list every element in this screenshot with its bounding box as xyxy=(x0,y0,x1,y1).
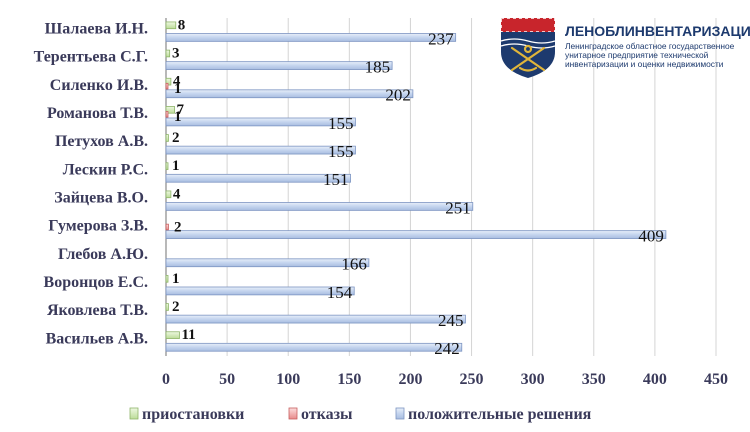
bar-suspensions xyxy=(165,162,169,170)
x-tick-label: 150 xyxy=(337,371,361,388)
data-label-positive: 251 xyxy=(445,198,471,217)
bar-positive xyxy=(165,286,355,296)
bar-suspensions xyxy=(165,190,172,199)
bar-positive xyxy=(165,173,351,183)
bar-suspensions xyxy=(165,21,177,30)
data-label-suspensions: 3 xyxy=(172,45,180,61)
logo: ЛЕНОБЛИНВЕНТАРИЗАЦИЯ Ленинградское облас… xyxy=(500,17,750,78)
value-labels: 2378185320241155711552151125144092166154… xyxy=(172,17,664,358)
category-label: Шалаева И.Н. xyxy=(45,20,148,37)
x-tick-label: 100 xyxy=(276,371,300,388)
legend-label-suspensions: приостановки xyxy=(142,406,244,423)
category-label: Петухов А.В. xyxy=(55,133,148,150)
bar-refusals xyxy=(165,111,169,118)
data-label-positive: 409 xyxy=(638,227,664,246)
bars xyxy=(165,21,667,352)
data-label-positive: 154 xyxy=(327,283,353,302)
bar-positive xyxy=(165,117,356,127)
x-tick-label: 300 xyxy=(521,371,545,388)
data-label-refusals: 2 xyxy=(174,220,182,236)
category-label: Глебов А.Ю. xyxy=(58,246,148,263)
category-label: Терентьева С.Г. xyxy=(34,49,148,66)
x-tick-label: 0 xyxy=(162,371,170,388)
x-tick-label: 450 xyxy=(704,371,728,388)
logo-subtitle-line: Ленинградское областное государственное xyxy=(565,41,735,51)
data-label-positive: 242 xyxy=(434,339,460,358)
data-label-positive: 202 xyxy=(385,86,411,105)
bar-refusals xyxy=(165,223,169,231)
data-label-suspensions: 1 xyxy=(172,158,180,174)
bar-positive xyxy=(165,61,393,70)
category-label: Зайцева В.О. xyxy=(54,189,148,206)
leningrad-oblast-coat-of-arms-icon xyxy=(500,17,556,78)
logo-subtitle-line: унитарное предприятие технической xyxy=(565,50,709,60)
bar-suspensions xyxy=(165,134,169,142)
category-label: Яковлева Т.В. xyxy=(47,302,148,319)
bar-suspensions xyxy=(165,331,180,339)
data-label-suspensions: 1 xyxy=(172,271,180,287)
data-label-positive: 237 xyxy=(428,29,454,48)
bar-suspensions xyxy=(165,106,175,114)
data-label-positive: 166 xyxy=(341,255,367,274)
category-label: Романова Т.В. xyxy=(47,105,148,122)
data-label-refusals: 1 xyxy=(174,109,182,125)
data-label-positive: 155 xyxy=(328,142,354,161)
bar-positive xyxy=(165,314,466,324)
data-label-suspensions: 8 xyxy=(178,17,186,33)
data-label-suspensions: 4 xyxy=(173,74,181,90)
x-tick-label: 200 xyxy=(398,371,422,388)
data-label-positive: 245 xyxy=(438,311,464,330)
bar-positive xyxy=(165,89,414,99)
bar-positive xyxy=(165,145,356,155)
category-label: Васильев А.В. xyxy=(46,330,148,347)
bar-suspensions xyxy=(165,303,169,311)
data-label-suspensions: 7 xyxy=(177,102,185,118)
data-label-positive: 155 xyxy=(328,114,354,133)
category-label: Силенко И.В. xyxy=(50,77,148,94)
bar-positive xyxy=(165,342,463,352)
bar-refusals xyxy=(165,82,169,90)
x-tick-label: 250 xyxy=(460,371,484,388)
bar-positive xyxy=(165,202,474,211)
data-label-positive: 151 xyxy=(323,170,349,189)
logo-title: ЛЕНОБЛИНВЕНТАРИЗАЦИЯ xyxy=(565,23,750,39)
category-labels: Шалаева И.Н. Терентьева С.Г. Силенко И.В. Р… xyxy=(34,20,148,347)
x-tick-label: 350 xyxy=(582,371,606,388)
legend-swatch-refusals xyxy=(288,407,298,420)
bar-positive xyxy=(165,258,370,268)
legend: приостановки отказы положительные решени… xyxy=(129,406,592,423)
logo-subtitle-line: инвентаризации и оценки недвижимости xyxy=(565,59,724,69)
bar-positive xyxy=(165,33,457,42)
legend-label-positive: положительные решения xyxy=(408,406,592,423)
category-label: Воронцов Е.С. xyxy=(44,274,148,291)
x-tick-label: 50 xyxy=(219,371,235,388)
legend-label-refusals: отказы xyxy=(301,406,353,423)
x-tick-label: 400 xyxy=(643,371,667,388)
data-label-suspensions: 2 xyxy=(172,299,180,315)
bar-suspensions xyxy=(165,77,172,86)
legend-swatch-suspensions xyxy=(129,407,139,420)
bar-positive xyxy=(165,230,667,239)
data-label-refusals: 1 xyxy=(174,81,182,97)
legend-swatch-positive xyxy=(395,407,405,420)
data-label-suspensions: 11 xyxy=(181,327,195,343)
data-label-positive: 185 xyxy=(365,58,391,77)
x-axis-tick-labels: 0 50 100 150 200 250 300 350 400 450 xyxy=(162,371,728,388)
data-label-suspensions: 4 xyxy=(173,186,181,202)
category-label: Гумерова З.В. xyxy=(48,218,148,235)
category-label: Лескин Р.С. xyxy=(63,161,148,178)
data-label-suspensions: 2 xyxy=(172,130,180,146)
bar-suspensions xyxy=(165,275,169,283)
bar-suspensions xyxy=(165,49,171,58)
